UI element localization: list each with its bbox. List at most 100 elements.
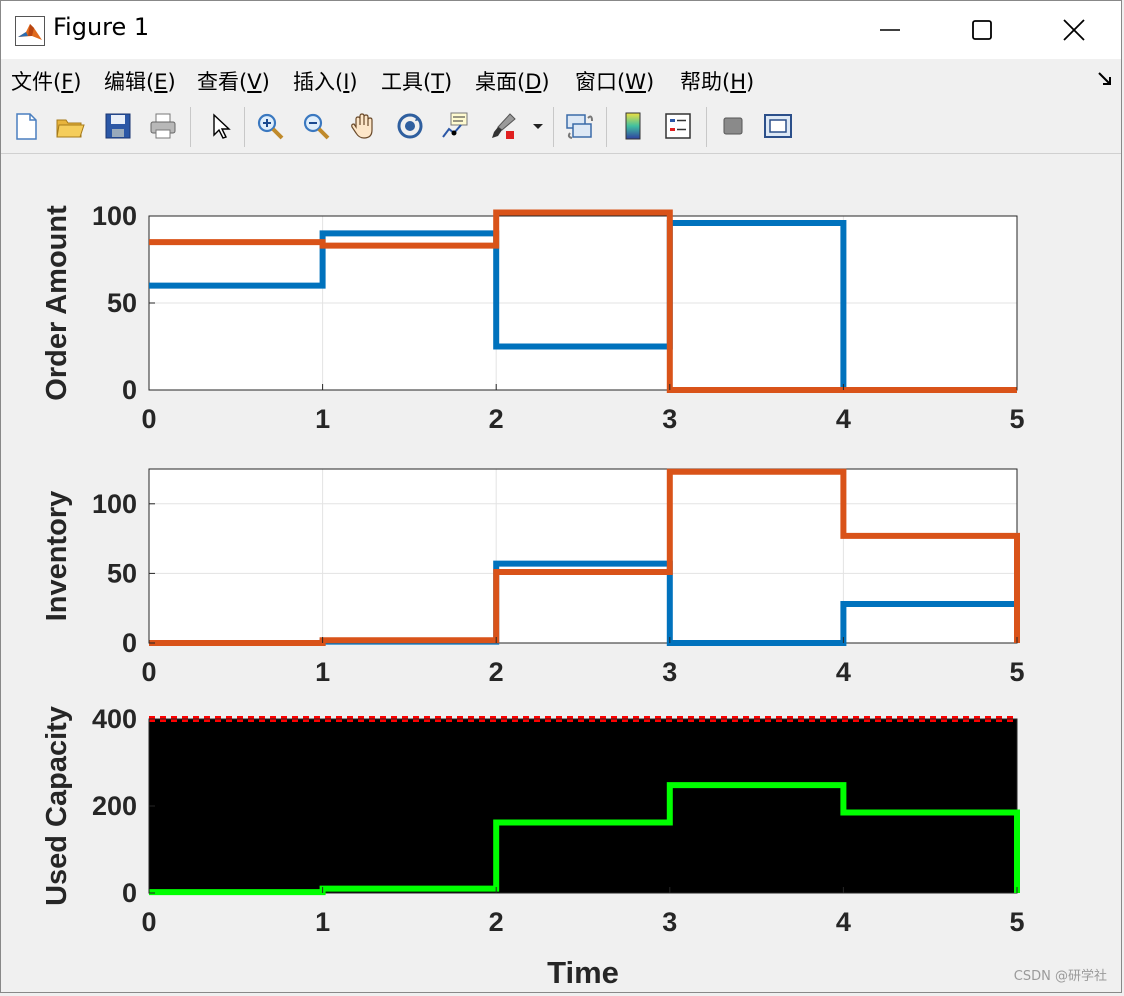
menu-accelerator: I <box>343 70 350 94</box>
y-tick-label: 200 <box>92 791 137 821</box>
dock-arrow-icon[interactable] <box>1097 71 1113 87</box>
toolbar-separator <box>553 107 554 147</box>
menu-label-end: ) <box>444 70 453 94</box>
menu-help[interactable]: 帮助(H) <box>680 66 754 96</box>
toolbar-separator <box>190 107 191 147</box>
menu-view[interactable]: 查看(V) <box>197 66 270 96</box>
x-tick-label: 0 <box>141 404 156 434</box>
menu-label: 插入( <box>293 70 344 94</box>
pan-button[interactable] <box>346 109 380 143</box>
y-axis-label: Order Amount <box>41 205 73 401</box>
x-tick-label: 5 <box>1009 657 1024 687</box>
edit-plot-button[interactable] <box>203 109 237 143</box>
menu-window[interactable]: 窗口(W) <box>575 66 654 96</box>
zoom-out-button[interactable] <box>299 109 333 143</box>
x-tick-label: 0 <box>141 907 156 937</box>
insert-colorbar-button[interactable] <box>616 109 650 143</box>
title-bar: Figure 1 <box>1 1 1121 59</box>
menu-accelerator: H <box>730 70 746 94</box>
x-tick-label: 3 <box>662 657 677 687</box>
window-title: Figure 1 <box>53 13 150 41</box>
x-tick-label: 2 <box>489 907 504 937</box>
data-cursor-button[interactable] <box>439 109 473 143</box>
x-tick-label: 3 <box>662 907 677 937</box>
open-file-button[interactable] <box>53 109 87 143</box>
figure-canvas[interactable]: 0 1 2 3 4 5 0 50 100 Order Amount 0 1 2 3 4 5 0 50 100 Inve… <box>3 154 1121 992</box>
dropdown-arrow-icon <box>533 124 543 129</box>
menu-edit[interactable]: 编辑(E) <box>104 66 176 96</box>
series-line-1 <box>149 219 1017 393</box>
subplot-2 <box>148 468 1020 646</box>
save-button[interactable] <box>101 109 135 143</box>
x-tick-label: 4 <box>836 404 851 434</box>
toolbar-separator <box>606 107 607 147</box>
subplot-1 <box>148 209 1018 393</box>
link-plot-button[interactable] <box>562 109 596 143</box>
x-tick-label: 1 <box>315 657 330 687</box>
x-axis-label: Time <box>547 955 619 990</box>
x-tick-label: 1 <box>315 907 330 937</box>
legend-icon <box>665 113 691 139</box>
watermark-text: CSDN @研学社 <box>1013 969 1107 984</box>
menu-label-end: ) <box>746 70 755 94</box>
y-tick-label: 0 <box>122 628 137 658</box>
close-icon <box>1063 19 1085 41</box>
zoom-in-button[interactable] <box>253 109 287 143</box>
menu-label: 桌面( <box>475 70 526 94</box>
y-axis-label: Inventory <box>41 491 73 622</box>
open-folder-icon <box>56 119 85 138</box>
zoom-out-icon <box>303 113 330 140</box>
y-tick-label: 0 <box>122 375 137 405</box>
new-figure-button[interactable] <box>9 109 43 143</box>
menu-label: 帮助( <box>680 70 731 94</box>
x-tick-label: 5 <box>1009 907 1024 937</box>
menu-accelerator: F <box>61 70 74 94</box>
menu-label-end: ) <box>349 70 358 94</box>
print-button[interactable] <box>146 109 180 143</box>
menu-file[interactable]: 文件(F) <box>11 66 82 96</box>
maximize-icon <box>972 20 992 40</box>
maximize-button[interactable] <box>936 1 1028 59</box>
hide-plot-tools-button[interactable] <box>716 109 750 143</box>
menu-tools[interactable]: 工具(T) <box>381 66 452 96</box>
zoom-in-icon <box>257 113 284 140</box>
x-tick-label: 0 <box>141 657 156 687</box>
toolbar-separator <box>244 107 245 147</box>
close-button[interactable] <box>1028 1 1120 59</box>
insert-legend-button[interactable] <box>661 109 695 143</box>
menu-label: 窗口( <box>575 70 626 94</box>
menu-insert[interactable]: 插入(I) <box>293 66 358 96</box>
subplot-3 <box>148 716 1020 896</box>
save-icon <box>105 113 131 139</box>
menu-accelerator: E <box>154 70 168 94</box>
rotate-3d-button[interactable] <box>393 109 427 143</box>
y-tick-label: 50 <box>107 288 137 318</box>
pan-hand-icon <box>351 113 373 139</box>
brush-dropdown-button[interactable] <box>528 109 548 143</box>
y-tick-label: 0 <box>122 878 137 908</box>
axes-background <box>149 719 1017 893</box>
x-tick-label: 3 <box>662 404 677 434</box>
x-tick-label: 4 <box>836 907 851 937</box>
y-tick-label: 400 <box>92 704 137 734</box>
menu-accelerator: W <box>625 70 646 94</box>
print-icon <box>150 113 176 139</box>
menu-label-end: ) <box>261 70 270 94</box>
menu-label-end: ) <box>167 70 176 94</box>
y-tick-label: 100 <box>92 489 137 519</box>
y-tick-label: 50 <box>107 558 137 588</box>
minimize-button[interactable] <box>844 1 936 59</box>
menu-label: 编辑( <box>104 70 155 94</box>
menu-accelerator: T <box>431 70 445 94</box>
new-figure-icon <box>16 113 37 140</box>
menu-desktop[interactable]: 桌面(D) <box>475 66 550 96</box>
figure-toolbar <box>1 101 1121 154</box>
rotate-3d-icon <box>397 113 423 139</box>
series-line-2 <box>149 209 1017 393</box>
pointer-icon <box>213 113 231 139</box>
x-tick-label: 2 <box>489 404 504 434</box>
toolbar-separator <box>706 107 707 147</box>
brush-button[interactable] <box>486 109 520 143</box>
show-plot-tools-button[interactable] <box>761 109 795 143</box>
